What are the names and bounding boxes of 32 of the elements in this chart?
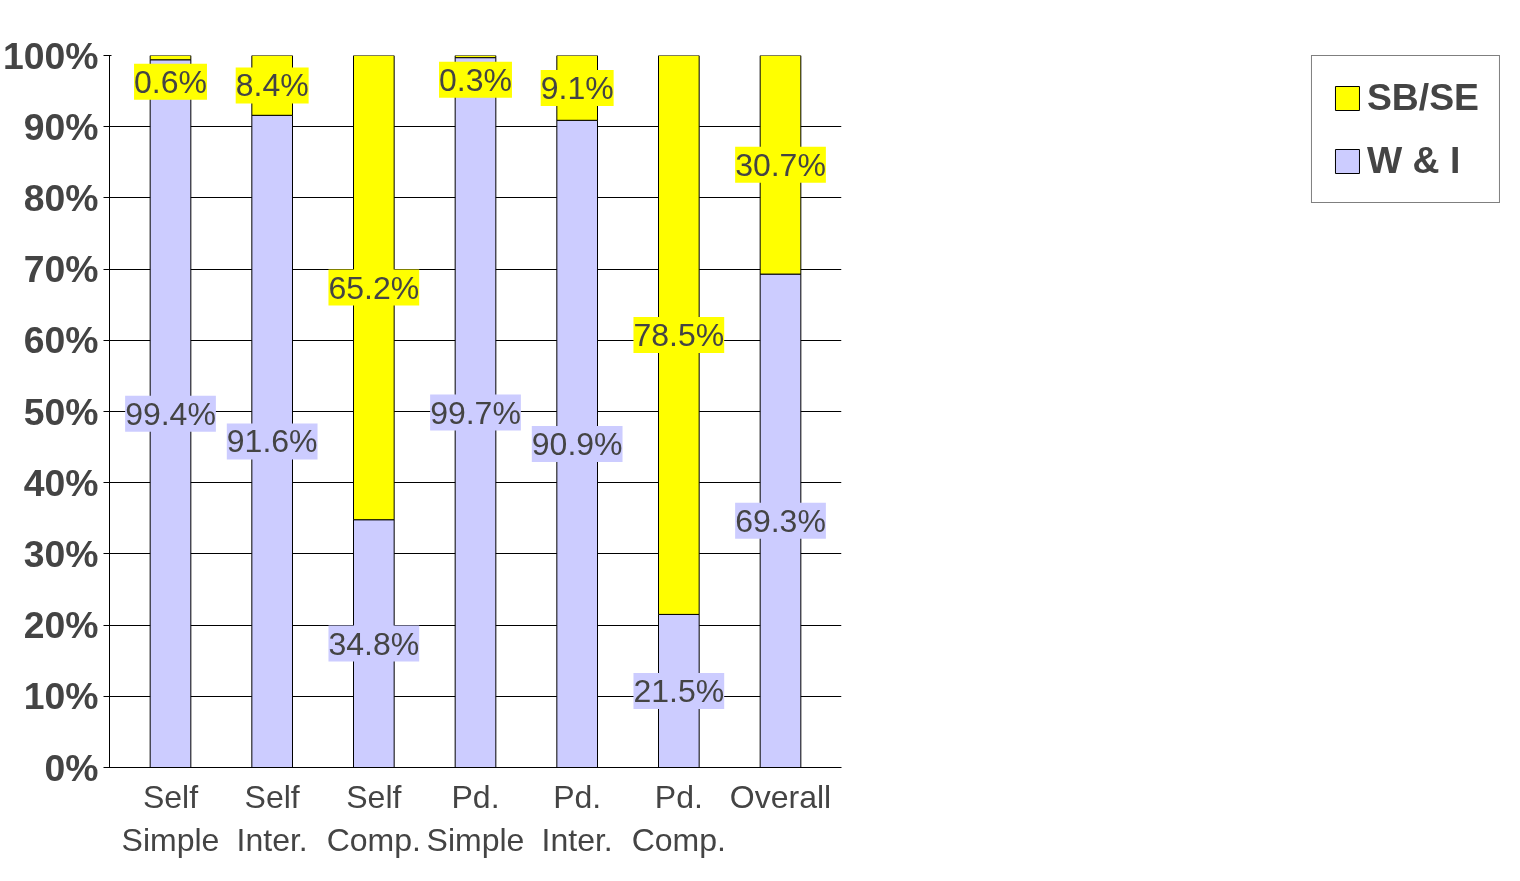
y-tick-label: 0%	[44, 746, 99, 789]
x-tick-label: Pd. Comp.	[631, 778, 726, 858]
y-tick-label: 20%	[23, 604, 99, 647]
data-label: 78.5%	[633, 316, 725, 353]
y-tick-label: 70%	[23, 248, 99, 291]
x-tick-label: Pd. Simple	[426, 778, 525, 858]
y-tick-label: 50%	[23, 390, 99, 433]
x-tick-label: Self Simple	[121, 778, 220, 858]
data-label: 91.6%	[226, 423, 318, 460]
data-label: 0.3%	[439, 61, 512, 98]
data-label: 21.5%	[633, 672, 725, 709]
data-label: 34.8%	[328, 625, 420, 662]
x-tick-label: Self Inter.	[236, 778, 308, 858]
y-tick-label: 90%	[23, 105, 99, 148]
data-label: 90.9%	[531, 425, 623, 462]
data-label: 99.7%	[430, 394, 521, 431]
data-label: 65.2%	[328, 269, 420, 306]
data-label: 30.7%	[735, 146, 826, 183]
y-tick-label: 80%	[23, 176, 99, 219]
y-tick-label: 10%	[23, 675, 99, 718]
y-tick-label: 30%	[23, 532, 99, 575]
data-label: 69.3%	[735, 502, 826, 539]
legend-label: SB/SE	[1366, 76, 1479, 119]
data-label: 0.6%	[134, 63, 207, 100]
y-tick-label: 60%	[23, 319, 99, 362]
data-label: 99.4%	[125, 395, 216, 432]
x-tick-label: Pd. Inter.	[541, 778, 613, 858]
x-tick-label: Overall	[729, 778, 832, 815]
legend-label: W & I	[1366, 139, 1461, 182]
y-tick-label: 40%	[23, 461, 99, 504]
y-tick-label: 100%	[3, 34, 99, 77]
x-tick-label: Self Comp.	[326, 778, 421, 858]
